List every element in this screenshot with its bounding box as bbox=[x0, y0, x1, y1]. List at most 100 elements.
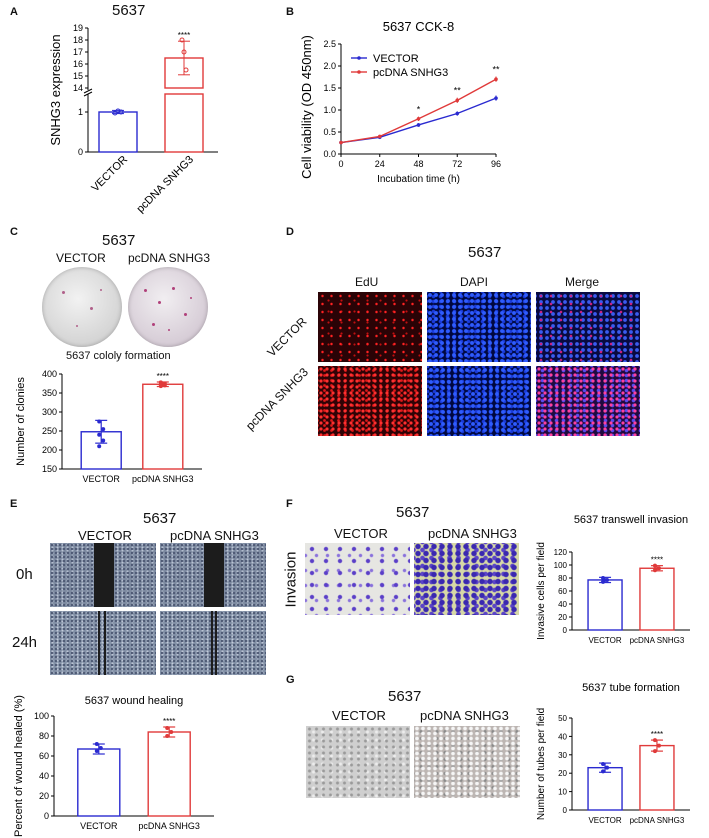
x-tick-label: pcDNA SNHG3 bbox=[630, 816, 685, 825]
y-tick-label: 200 bbox=[42, 445, 57, 455]
panel-e-col-label-vector: VECTOR bbox=[78, 528, 132, 543]
dapi-image-snhg3 bbox=[427, 366, 531, 436]
y-tick-label: 15 bbox=[73, 71, 83, 81]
bar-1 bbox=[639, 567, 675, 631]
data-point bbox=[601, 579, 606, 584]
x-tick-label: 72 bbox=[452, 159, 462, 169]
y-tick-label: 40 bbox=[39, 771, 49, 781]
chart-title: 5637 transwell invasion bbox=[574, 514, 688, 526]
panel-e-row-label-0h: 0h bbox=[16, 566, 33, 583]
data-point bbox=[101, 438, 106, 443]
axis-break-mark bbox=[83, 88, 93, 94]
data-point bbox=[652, 568, 657, 573]
panel-f-col-label-vector: VECTOR bbox=[334, 526, 388, 541]
y-tick-label: 14 bbox=[73, 83, 83, 93]
panel-a-title: 5637 bbox=[112, 2, 146, 19]
bar-1 bbox=[147, 731, 191, 817]
y-tick-label: 40 bbox=[558, 600, 567, 609]
y-tick-label: 100 bbox=[34, 711, 49, 721]
chart-title: 5637 wound healing bbox=[85, 695, 183, 707]
data-point bbox=[97, 444, 102, 449]
x-tick-label: VECTOR bbox=[588, 816, 621, 825]
significance-label: ** bbox=[492, 65, 500, 75]
data-point bbox=[115, 108, 121, 114]
data-point bbox=[652, 749, 657, 754]
wound-image-vector-0h bbox=[50, 543, 156, 607]
bar-0 bbox=[77, 748, 121, 817]
significance-label: **** bbox=[651, 556, 663, 565]
y-axis-label: Percent of wound healed (%) bbox=[13, 695, 25, 837]
y-axis-label: SNHG3 expression bbox=[48, 34, 63, 145]
merge-image-vector bbox=[536, 292, 640, 362]
x-tick-label: VECTOR bbox=[83, 474, 121, 484]
data-point bbox=[652, 738, 657, 743]
panel-d-col-label-dapi: DAPI bbox=[460, 275, 489, 289]
y-tick-label: 0 bbox=[563, 806, 568, 815]
invasion-image-vector bbox=[305, 543, 410, 615]
axis-break-mark bbox=[83, 91, 93, 97]
bar-0 bbox=[587, 579, 623, 631]
colony-plate-vector bbox=[42, 267, 122, 347]
chart-title: 5637 CCK-8 bbox=[383, 19, 455, 34]
data-point bbox=[605, 577, 610, 582]
bar-0 bbox=[587, 766, 623, 811]
data-point bbox=[601, 769, 606, 774]
x-tick-label: 0 bbox=[338, 159, 343, 169]
data-point bbox=[94, 749, 99, 753]
panel-d-row-label-snhg3: pcDNA SNHG3 bbox=[243, 365, 311, 433]
data-point bbox=[181, 49, 187, 55]
edu-image-snhg3 bbox=[318, 366, 422, 436]
y-tick-label: 1 bbox=[78, 107, 83, 117]
data-point bbox=[97, 432, 102, 437]
wound-image-snhg3-24h bbox=[160, 611, 266, 675]
panel-label-d: D bbox=[286, 226, 294, 238]
y-tick-label: 0 bbox=[78, 147, 83, 157]
x-tick-label: VECTOR bbox=[588, 636, 621, 645]
panel-label-a: A bbox=[10, 6, 18, 18]
y-tick-label: 0 bbox=[44, 811, 49, 821]
data-point bbox=[455, 98, 460, 103]
y-tick-label: 10 bbox=[558, 788, 567, 797]
data-point bbox=[118, 109, 124, 115]
y-tick-label: 100 bbox=[554, 561, 568, 570]
data-point bbox=[179, 37, 185, 43]
wound-image-snhg3-0h bbox=[160, 543, 266, 607]
x-tick-label: pcDNA SNHG3 bbox=[630, 636, 685, 645]
data-point bbox=[183, 67, 189, 73]
significance-label: **** bbox=[178, 31, 190, 40]
panel-f-col-label-snhg3: pcDNA SNHG3 bbox=[428, 526, 517, 541]
y-tick-label: 20 bbox=[558, 613, 567, 622]
y-tick-label: 120 bbox=[554, 548, 568, 557]
data-point bbox=[494, 77, 498, 81]
x-tick-label: VECTOR bbox=[89, 154, 130, 195]
invasion-image-snhg3 bbox=[414, 543, 519, 615]
data-point bbox=[416, 117, 421, 121]
y-axis-label: Number of clonies bbox=[15, 377, 27, 466]
y-tick-label: 80 bbox=[558, 574, 567, 583]
colony-plate-snhg3 bbox=[128, 267, 208, 347]
y-tick-label: 20 bbox=[39, 791, 49, 801]
merge-image-snhg3 bbox=[536, 366, 640, 436]
data-point bbox=[377, 134, 382, 139]
data-point bbox=[416, 123, 421, 127]
panel-f-row-label: Invasion bbox=[282, 551, 300, 608]
y-tick-label: 40 bbox=[558, 732, 567, 741]
y-tick-label: 0 bbox=[563, 626, 568, 635]
legend-label-1: pcDNA SNHG3 bbox=[373, 67, 448, 79]
panel-c-col-label-snhg3: pcDNA SNHG3 bbox=[128, 251, 211, 265]
y-tick-label: 250 bbox=[42, 426, 57, 436]
legend-label-0: VECTOR bbox=[373, 53, 419, 65]
significance-label: **** bbox=[157, 372, 169, 381]
data-point bbox=[169, 730, 174, 734]
y-tick-label: 2.5 bbox=[323, 39, 336, 49]
x-tick-label: 24 bbox=[375, 159, 385, 169]
y-tick-label: 19 bbox=[73, 23, 83, 33]
chart-f-transwell-invasion: 5637 transwell invasion 0 20 40 60 80 100 120 In… bbox=[536, 514, 690, 645]
x-tick-label: 48 bbox=[413, 159, 423, 169]
y-tick-label: 17 bbox=[73, 47, 83, 57]
data-point bbox=[162, 383, 167, 388]
y-tick-label: 20 bbox=[558, 769, 567, 778]
y-tick-label: 60 bbox=[39, 751, 49, 761]
x-tick-label: pcDNA SNHG3 bbox=[132, 474, 194, 484]
x-tick-label: pcDNA SNHG3 bbox=[134, 154, 196, 216]
